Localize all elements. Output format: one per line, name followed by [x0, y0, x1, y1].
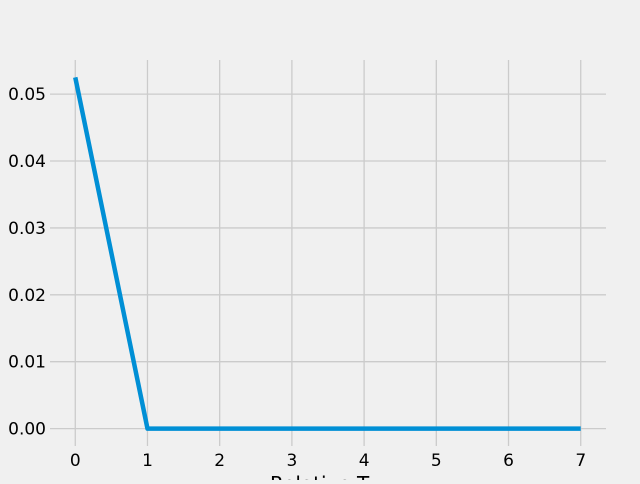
- x-tick-label: 7: [575, 451, 586, 471]
- x-tick-label: 6: [503, 451, 514, 471]
- tick-labels: 0 1 2 3 4 5 6 7 0.00 0.01 0.02 0.03 0.04 0.05: [8, 85, 586, 471]
- y-tick-label: 0.00: [8, 420, 46, 440]
- x-tick-label: 4: [359, 451, 370, 471]
- grid-lines: [50, 60, 606, 446]
- x-tick-label: 5: [431, 451, 442, 471]
- x-tick-label: 3: [286, 451, 297, 471]
- x-tick-label: 1: [142, 451, 153, 471]
- y-tick-label: 0.04: [8, 152, 46, 172]
- y-tick-label: 0.05: [8, 85, 46, 105]
- x-tick-label: 0: [70, 451, 81, 471]
- series-lines: [73, 76, 581, 431]
- y-tick-label: 0.02: [8, 286, 46, 306]
- x-tick-label: 2: [214, 451, 225, 471]
- y-tick-label: 0.01: [8, 353, 46, 373]
- x-axis-label: Relative T...: [270, 472, 386, 480]
- y-tick-label: 0.03: [8, 219, 46, 239]
- series-line: [73, 76, 581, 431]
